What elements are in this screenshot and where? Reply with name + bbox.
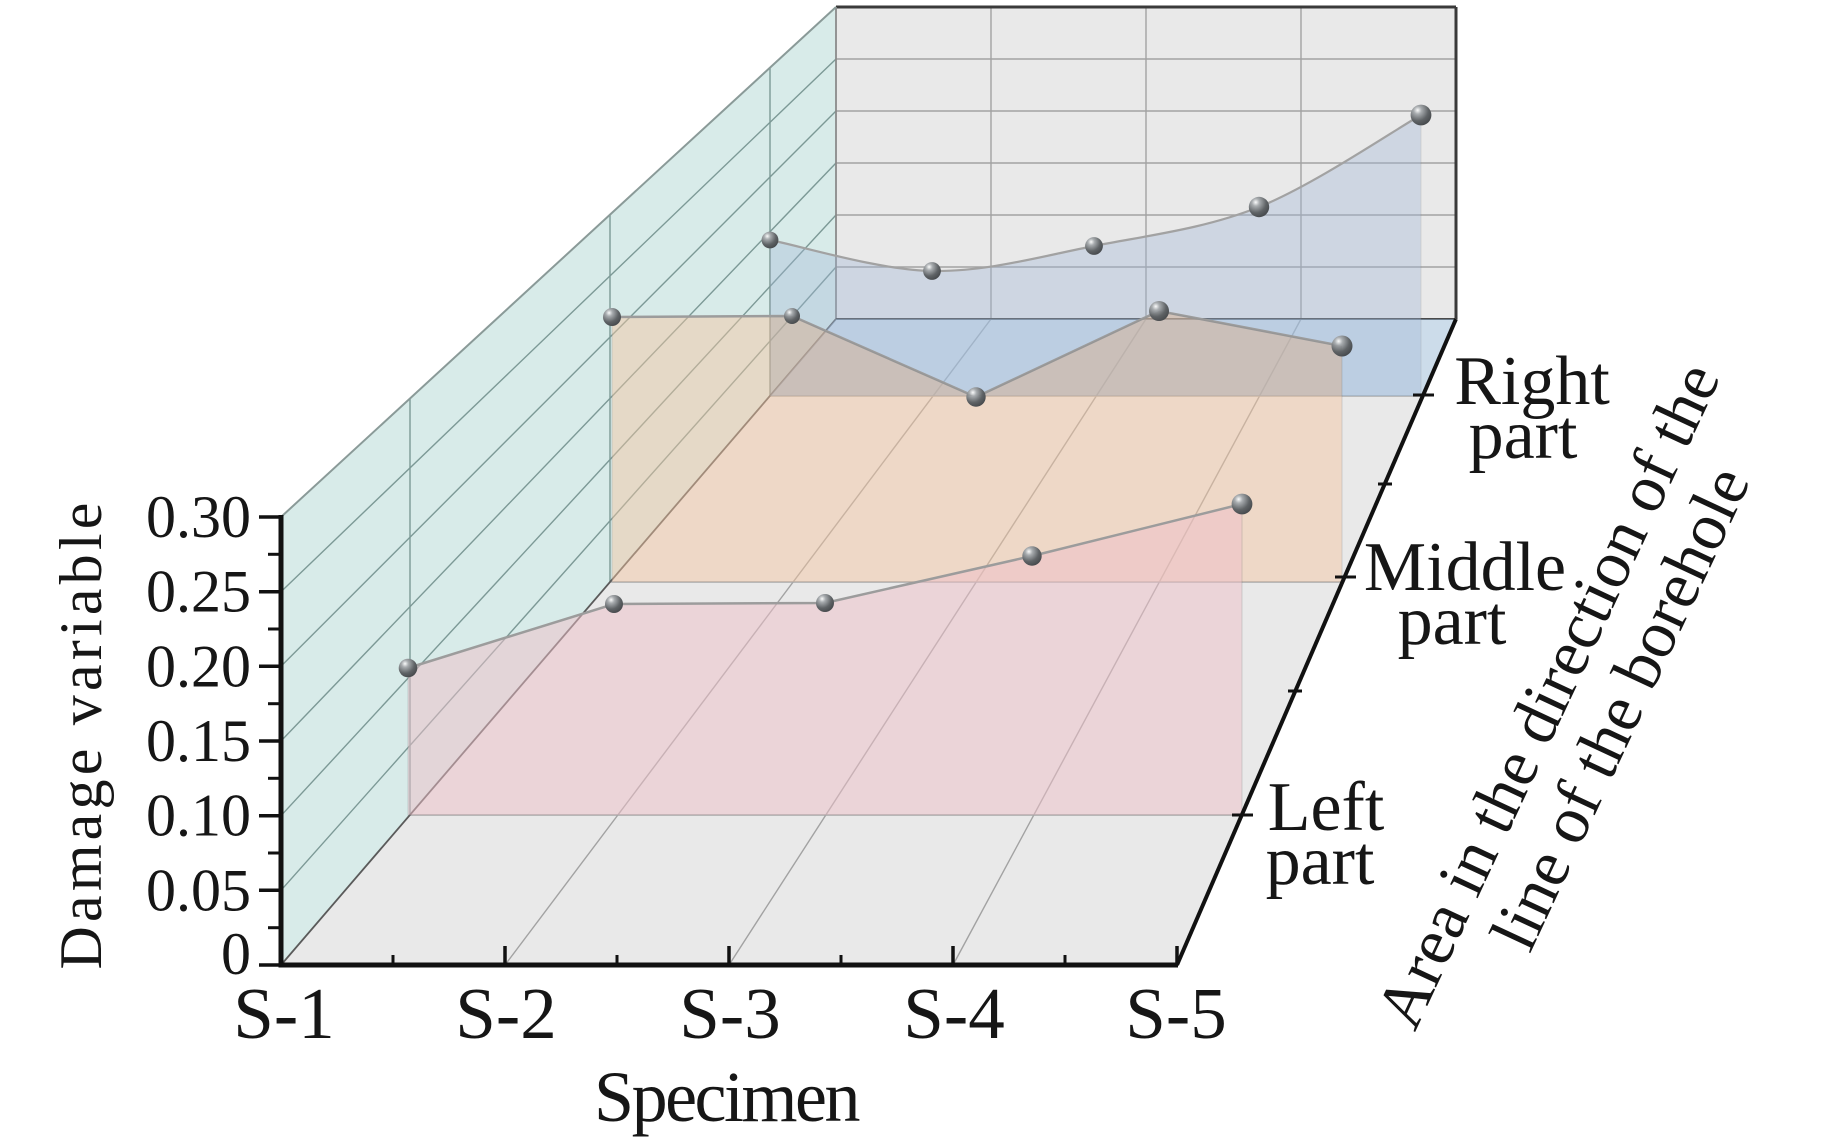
svg-text:Middle: Middle	[1364, 529, 1566, 606]
svg-text:S-5: S-5	[1125, 973, 1226, 1054]
svg-text:0.30: 0.30	[146, 484, 251, 550]
svg-text:Specimen: Specimen	[594, 1057, 859, 1137]
svg-text:part: part	[1266, 823, 1375, 900]
svg-text:S-1: S-1	[233, 973, 334, 1054]
svg-text:S-2: S-2	[455, 973, 556, 1054]
svg-text:S-3: S-3	[679, 973, 780, 1054]
svg-text:0.25: 0.25	[146, 559, 251, 625]
svg-text:Left: Left	[1268, 769, 1385, 846]
svg-text:0.20: 0.20	[146, 633, 251, 699]
svg-text:0.15: 0.15	[146, 708, 251, 774]
svg-text:Damage variable: Damage variable	[48, 498, 114, 969]
svg-text:S-4: S-4	[903, 973, 1004, 1054]
svg-text:0.05: 0.05	[146, 857, 251, 923]
svg-text:0: 0	[221, 921, 251, 987]
svg-text:part: part	[1469, 397, 1578, 474]
svg-text:Right: Right	[1454, 343, 1610, 420]
svg-text:part: part	[1398, 583, 1507, 660]
svg-text:0.10: 0.10	[146, 783, 251, 849]
